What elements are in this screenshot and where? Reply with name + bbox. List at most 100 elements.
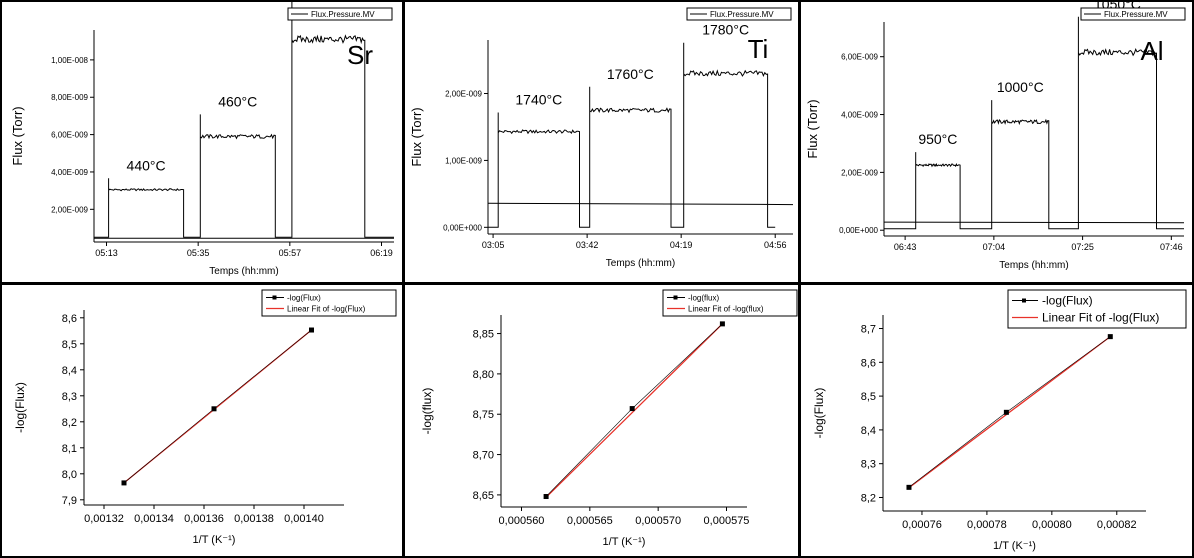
- y-tick-label: 8,6: [62, 313, 77, 325]
- data-point: [543, 494, 549, 500]
- data-point: [1107, 334, 1113, 340]
- temperature-label: 1000°C: [997, 79, 1044, 95]
- sr-arrhenius-panel: 7,9 8,0 8,1 8,2 8,3 8,4 8,5 8,6 0,00132 0,00134 0,…: [2, 285, 402, 556]
- frame-border: [0, 0, 2, 558]
- x-tick-label: 05:57: [279, 248, 302, 258]
- x-tick-label: 07:04: [983, 242, 1006, 252]
- y-tick-label: 8,85: [473, 329, 494, 341]
- legend-entry: Flux.Pressure.MV: [710, 10, 774, 19]
- y-tick-label: 8,75: [473, 409, 494, 421]
- element-label: Ti: [748, 34, 769, 64]
- y-tick-label: 8,5: [62, 339, 77, 351]
- y-tick-label: 8,1: [62, 443, 77, 455]
- x-axis-title: 1/T (K⁻¹): [193, 534, 236, 546]
- x-tick-label: 0,000570: [635, 515, 681, 527]
- legend-box: [287, 7, 393, 21]
- x-tick-label: 06:43: [894, 242, 917, 252]
- legend-box: [662, 289, 798, 317]
- x-axis-title: 1/T (K⁻¹): [603, 536, 646, 548]
- y-tick-label: 1,00E-008: [51, 56, 88, 65]
- x-tick-label: 07:25: [1071, 242, 1094, 252]
- x-axis-title: Temps (hh:mm): [999, 260, 1068, 271]
- legend-entry: -log(flux): [688, 293, 719, 302]
- y-tick-label: 8,0: [62, 469, 77, 481]
- data-point: [121, 480, 127, 486]
- y-tick-label: 8,6: [861, 357, 876, 369]
- x-tick-label: 05:35: [187, 248, 210, 258]
- y-tick-label: 2,00E-009: [841, 168, 878, 177]
- chart-svg: 7,9 8,0 8,1 8,2 8,3 8,4 8,5 8,6 0,00132 0,00134 0,…: [13, 289, 397, 546]
- temperature-label: 1050°C: [1094, 2, 1141, 12]
- legend-marker: [272, 295, 277, 300]
- chart-svg: 2,00E-009 4,00E-009 6,00E-009 8,00E-009 1,00…: [10, 2, 394, 277]
- x-tick-label: 06:19: [370, 248, 393, 258]
- data-point: [1003, 409, 1009, 415]
- y-tick-label: 7,9: [62, 495, 77, 507]
- frame-border: [1192, 0, 1194, 558]
- x-tick-label: 04:19: [670, 240, 693, 250]
- y-axis-title: Flux (Torr): [409, 107, 424, 166]
- legend-box: [686, 7, 792, 21]
- data-point: [629, 406, 635, 412]
- x-tick-label: 0,00082: [1097, 519, 1137, 531]
- y-tick-label: 8,2: [62, 417, 77, 429]
- temperature-label: 460°C: [218, 93, 257, 109]
- y-tick-label: 8,4: [62, 365, 77, 377]
- legend-box: [261, 289, 397, 317]
- y-tick-label: 4,00E-009: [51, 168, 88, 177]
- chart-svg: 8,2 8,3 8,4 8,5 8,6 8,7 0,00076 0,00078 0,00080 0…: [812, 289, 1187, 552]
- x-tick-label: 03:05: [482, 240, 505, 250]
- x-tick-label: 0,00080: [1032, 519, 1072, 531]
- legend-entry: -log(Flux): [1042, 294, 1093, 308]
- linear-fit-line: [908, 336, 1111, 489]
- x-tick-label: 0,000575: [704, 515, 750, 527]
- legend-box: [1080, 7, 1186, 21]
- x-tick-label: 04:56: [764, 240, 787, 250]
- y-tick-label: 6,00E-009: [841, 53, 878, 62]
- y-tick-label: 8,70: [473, 450, 494, 462]
- chart-svg: 0,00E+000 1,00E-009 2,00E-009 03:05 03:42 04:…: [409, 7, 794, 269]
- temperature-label: 1780°C: [702, 22, 749, 38]
- element-label: Sr: [347, 40, 373, 70]
- x-tick-label: 0,00078: [967, 519, 1007, 531]
- y-axis-title: Flux (Torr): [10, 106, 25, 165]
- y-tick-label: 8,7: [861, 324, 876, 336]
- background-pressure-line: [883, 221, 1185, 224]
- legend-entry: Flux.Pressure.MV: [311, 10, 375, 19]
- y-axis-title: -log(Flux): [13, 382, 27, 433]
- frame-divider: [402, 0, 405, 558]
- y-tick-label: 8,00E-009: [51, 93, 88, 102]
- element-label: Al: [1140, 36, 1163, 66]
- x-tick-label: 0,000565: [567, 515, 613, 527]
- y-tick-label: 0,00E+000: [839, 226, 878, 235]
- x-axis-title: Temps (hh:mm): [606, 258, 675, 269]
- chart-svg: 0,00E+000 2,00E-009 4,00E-009 6,00E-009 06:4…: [805, 2, 1186, 271]
- ti-flux-panel: 0,00E+000 1,00E-009 2,00E-009 03:05 03:42 04:…: [405, 2, 798, 282]
- y-tick-label: 0,00E+000: [443, 223, 482, 232]
- y-tick-label: 8,4: [861, 425, 876, 437]
- x-tick-label: 0,00132: [84, 513, 124, 525]
- chart-svg: 8,65 8,70 8,75 8,80 8,85 0,000560 0,000565 0,00…: [420, 289, 798, 548]
- temperature-label: 440°C: [127, 157, 166, 173]
- y-axis-title: Flux (Torr): [805, 99, 820, 158]
- y-axis-title: -log(flux): [420, 388, 434, 435]
- legend-entry: -log(Flux): [287, 293, 321, 302]
- flux-series-line: [94, 2, 394, 238]
- y-tick-label: 8,65: [473, 490, 494, 502]
- x-axis-title: 1/T (K⁻¹): [993, 540, 1036, 552]
- frame-divider: [798, 0, 801, 558]
- x-tick-label: 0,00076: [902, 519, 942, 531]
- temperature-label: 1760°C: [607, 66, 654, 82]
- data-point: [211, 406, 217, 412]
- frame-border: [0, 0, 1194, 2]
- x-tick-label: 07:46: [1160, 242, 1183, 252]
- x-axis-title: Temps (hh:mm): [209, 266, 278, 277]
- x-tick-label: 03:42: [576, 240, 599, 250]
- y-axis-title: -log(Flux): [812, 388, 826, 439]
- legend-marker: [673, 295, 678, 300]
- y-tick-label: 4,00E-009: [841, 111, 878, 120]
- legend-entry: Linear Fit of -log(flux): [688, 304, 764, 313]
- x-tick-label: 0,000560: [499, 515, 545, 527]
- y-tick-label: 8,3: [861, 459, 876, 471]
